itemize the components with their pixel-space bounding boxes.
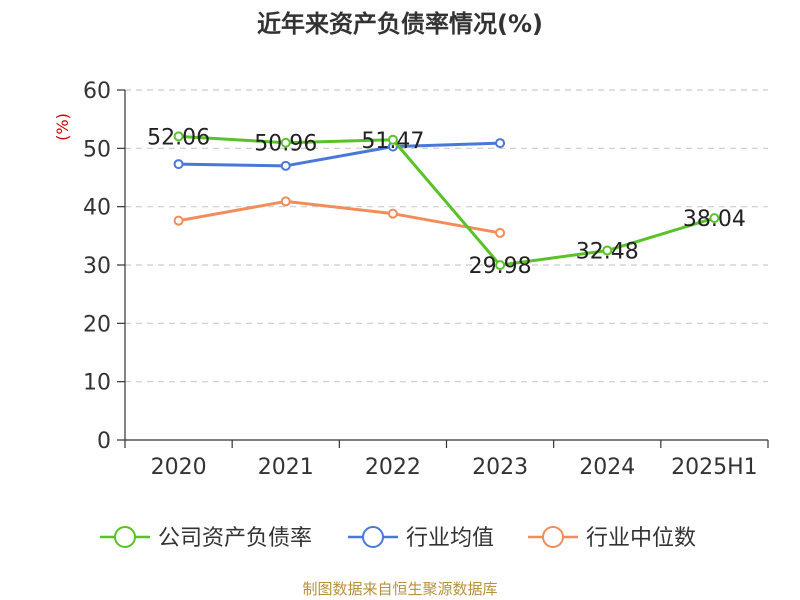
data-label: 52.06 <box>147 125 210 150</box>
data-label: 29.98 <box>469 254 532 279</box>
legend-label: 公司资产负债率 <box>158 526 312 551</box>
legend-label: 行业中位数 <box>586 526 696 551</box>
data-point <box>280 160 291 171</box>
data-label: 32.48 <box>576 240 639 265</box>
y-tick-label: 10 <box>83 371 111 396</box>
series-line <box>178 141 501 168</box>
data-point <box>173 159 184 170</box>
data-point <box>387 134 398 145</box>
y-tick-label: 0 <box>97 429 111 454</box>
data-point <box>709 213 720 224</box>
x-tick-label: 2022 <box>365 455 421 480</box>
series-lines <box>173 131 720 271</box>
data-point <box>495 138 506 149</box>
legend-swatch-marker <box>362 526 384 548</box>
legend-swatch-marker <box>542 526 564 548</box>
data-label: 51.47 <box>361 129 424 154</box>
source-note: 制图数据来自恒生聚源数据库 <box>302 580 497 598</box>
data-labels: 52.06 50.96 51.47 29.98 32.48 38.04 <box>147 125 746 279</box>
axes: 0 10 20 30 40 50 60 2020 2021 2022 2023 2024 2025H1 <box>83 79 769 480</box>
data-point <box>173 131 184 142</box>
legend-swatch-marker <box>114 526 136 548</box>
grid-lines <box>125 89 768 383</box>
series-0 <box>173 131 720 271</box>
y-tick-label: 20 <box>83 312 111 337</box>
legend-item: 公司资产负债率 <box>100 526 312 551</box>
legend-label: 行业均值 <box>406 526 494 551</box>
x-tick-label: 2020 <box>151 455 207 480</box>
data-point <box>387 208 398 219</box>
data-point <box>173 215 184 226</box>
series-2 <box>173 196 506 238</box>
data-point <box>280 196 291 207</box>
x-tick-label: 2025H1 <box>671 455 758 480</box>
series-line <box>178 134 715 267</box>
y-axis-unit-label: (%) <box>53 113 72 141</box>
legend-item: 行业均值 <box>348 526 494 551</box>
legend-item: 行业中位数 <box>528 526 696 551</box>
x-tick-label: 2023 <box>472 455 528 480</box>
y-tick-label: 40 <box>83 196 111 221</box>
legend: 公司资产负债率 行业均值 行业中位数 <box>100 526 696 551</box>
y-tick-label: 30 <box>83 254 111 279</box>
data-label: 50.96 <box>254 132 317 157</box>
data-point <box>280 137 291 148</box>
series-1 <box>173 138 506 171</box>
x-tick-label: 2024 <box>579 455 635 480</box>
y-tick-label: 50 <box>83 137 111 162</box>
y-tick-label: 60 <box>83 79 111 104</box>
data-point <box>495 227 506 238</box>
data-point <box>602 245 613 256</box>
data-point <box>495 260 506 271</box>
data-label: 38.04 <box>683 207 746 232</box>
x-tick-label: 2021 <box>258 455 314 480</box>
chart-title: 近年来资产负债率情况(%) <box>257 10 543 38</box>
series-line <box>178 199 501 235</box>
